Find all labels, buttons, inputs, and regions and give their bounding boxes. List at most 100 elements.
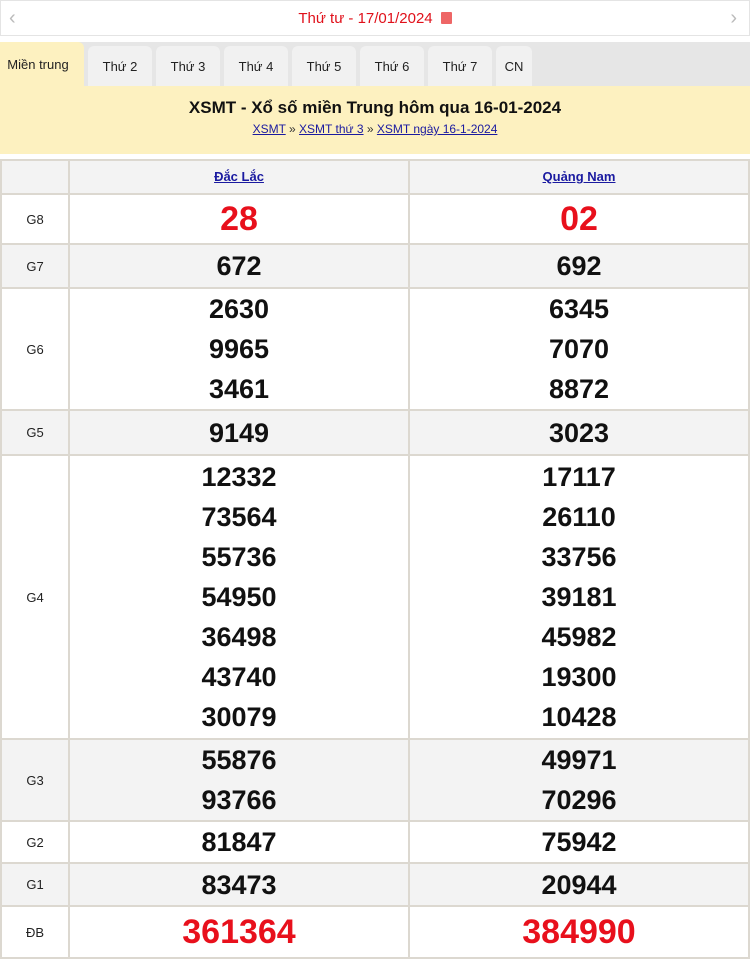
prize-number: 39181 [541,582,617,612]
results-table: Đắc Lắc Quảng Nam G8 28 02 G7 672 692 G6 2630 99… [0,159,750,959]
province-header: Đắc Lắc [68,159,410,195]
prize-row: G4 12332 73564 55736 54950 36498 43740 30079 171… [0,454,750,740]
prize-number: 73564 [201,502,277,532]
prize-row: G1 83473 20944 [0,862,750,907]
prize-row: G2 81847 75942 [0,820,750,864]
province-link[interactable]: Đắc Lắc [214,169,264,184]
prize-number: 83473 [201,869,277,900]
tab-0[interactable]: Miền trung [0,42,84,86]
prize-number: 75942 [541,827,617,857]
prize-number: 02 [560,200,598,238]
prev-day-button[interactable]: ‹ [9,7,16,29]
prize-number: 12332 [201,462,277,492]
prize-number: 54950 [201,582,277,612]
prize-label: G6 [0,287,70,411]
province-header: Quảng Nam [408,159,750,195]
prize-cell: 20944 [408,862,750,907]
prize-number: 33756 [541,542,617,572]
tab-7[interactable]: CN [496,46,532,86]
prize-number: 17117 [542,462,616,492]
prize-label: G4 [0,454,70,740]
prize-row: G8 28 02 [0,193,750,245]
prize-cell: 12332 73564 55736 54950 36498 43740 30079 [68,454,410,740]
prize-number: 2630 [208,294,270,324]
tab-5[interactable]: Thứ 6 [360,46,424,86]
result-banner: XSMT - Xổ số miền Trung hôm qua 16-01-20… [0,86,750,154]
tab-3[interactable]: Thứ 4 [224,46,288,86]
prize-label: G2 [0,820,70,864]
prize-cell: 83473 [68,862,410,907]
prize-row: ĐB 361364 384990 [0,905,750,959]
prize-number: 43740 [201,662,277,692]
breadcrumb-xsmt-date[interactable]: XSMT ngày 16-1-2024 [376,122,498,136]
prize-number: 672 [216,251,262,281]
prize-cell: 02 [408,193,750,245]
date-text[interactable]: Thứ tư - 17/01/2024 [298,9,433,27]
prize-label: G7 [0,243,70,289]
breadcrumb-xsmt-thu-3[interactable]: XSMT thứ 3 [299,122,364,136]
prize-number: 3023 [548,417,610,448]
prize-number: 28 [220,200,258,238]
prize-row: G7 672 692 [0,243,750,289]
next-day-button[interactable]: › [730,7,737,29]
prize-label: G1 [0,862,70,907]
prize-number: 70296 [541,785,617,815]
prize-cell: 28 [68,193,410,245]
prize-number: 10428 [541,702,617,732]
breadcrumb-sep: » [285,122,300,136]
day-tabs: Miền trung Thứ 2 Thứ 3 Thứ 4 Thứ 5 Thứ 6 Thứ 7… [0,42,750,86]
prize-row: G3 55876 93766 49971 70296 [0,738,750,822]
tab-4[interactable]: Thứ 5 [292,46,356,86]
prize-cell: 17117 26110 33756 39181 45982 19300 10428 [408,454,750,740]
prize-number: 55736 [201,542,277,572]
header-row: Đắc Lắc Quảng Nam [0,159,750,195]
prize-number: 6345 [548,294,610,324]
date-bar: ‹ Thứ tư - 17/01/2024 › [0,0,750,36]
header-blank [0,159,70,195]
prize-cell: 384990 [408,905,750,959]
prize-cell: 49971 70296 [408,738,750,822]
prize-number: 45982 [541,622,617,652]
tab-1[interactable]: Thứ 2 [88,46,152,86]
prize-number: 55876 [201,745,277,775]
breadcrumb-xsmt[interactable]: XSMT [252,122,286,136]
prize-number: 19300 [541,662,617,692]
prize-cell: 672 [68,243,410,289]
prize-cell: 75942 [408,820,750,864]
prize-number: 30079 [201,702,277,732]
prize-number: 384990 [522,913,636,951]
prize-label: G3 [0,738,70,822]
prize-row: G6 2630 9965 3461 6345 7070 8872 [0,287,750,411]
prize-cell: 361364 [68,905,410,959]
page-title: XSMT - Xổ số miền Trung hôm qua 16-01-20… [188,98,562,117]
prize-number: 93766 [201,785,277,815]
prize-number: 36498 [201,622,277,652]
prize-number: 9149 [208,417,270,448]
prize-label: ĐB [0,905,70,959]
prize-cell: 55876 93766 [68,738,410,822]
prize-number: 8872 [548,374,610,404]
tab-6[interactable]: Thứ 7 [428,46,492,86]
breadcrumb: XSMT » XSMT thứ 3 » XSMT ngày 16-1-2024 [0,122,750,136]
prize-number: 20944 [541,869,617,900]
prize-number: 81847 [201,827,277,857]
tab-2[interactable]: Thứ 3 [156,46,220,86]
calendar-icon[interactable] [440,12,452,24]
prize-cell: 2630 9965 3461 [68,287,410,411]
prize-cell: 81847 [68,820,410,864]
prize-cell: 3023 [408,409,750,456]
prize-number: 49971 [541,745,617,775]
prize-number: 361364 [182,913,296,951]
prize-number: 7070 [548,334,610,364]
prize-cell: 6345 7070 8872 [408,287,750,411]
breadcrumb-sep: » [363,122,377,136]
prize-number: 26110 [542,502,616,532]
prize-number: 3461 [208,374,270,404]
prize-cell: 9149 [68,409,410,456]
prize-number: 692 [556,251,602,281]
prize-label: G8 [0,193,70,245]
prize-row: G5 9149 3023 [0,409,750,456]
prize-cell: 692 [408,243,750,289]
prize-label: G5 [0,409,70,456]
province-link[interactable]: Quảng Nam [542,169,616,184]
